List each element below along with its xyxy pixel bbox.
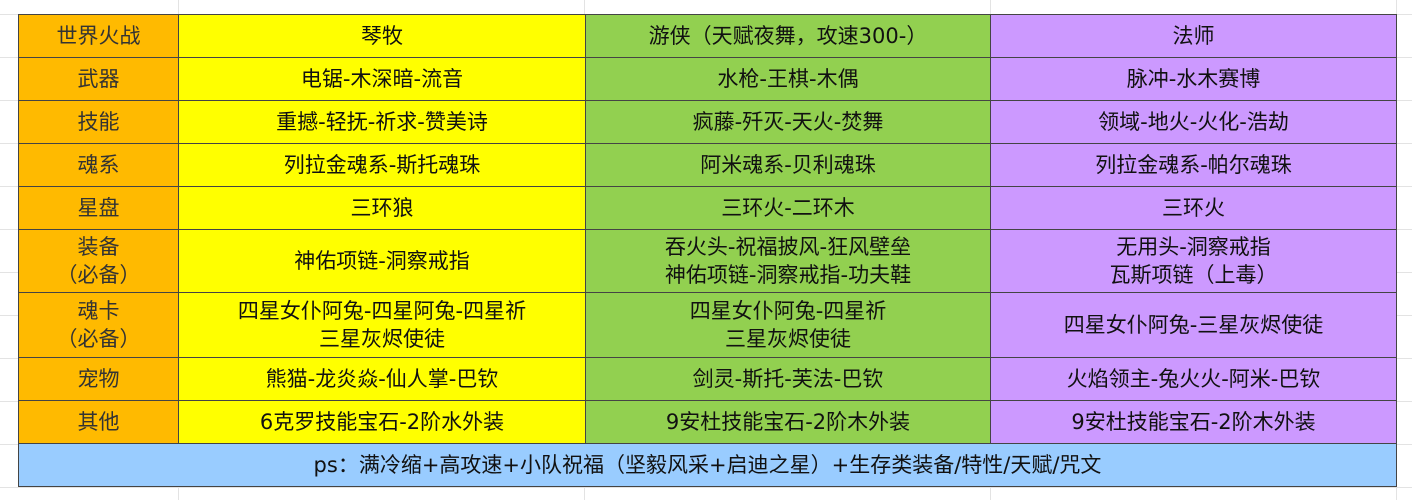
cell-fashi[interactable]: 三环火 [990, 186, 1397, 230]
header-cell-title[interactable]: 世界火战 [18, 14, 179, 58]
cell-youxia[interactable]: 剑灵-斯托-芙法-巴钦 [585, 357, 991, 401]
table-row: 魂系 列拉金魂系-斯托魂珠 阿米魂系-贝利魂珠 列拉金魂系-帕尔魂珠 [18, 143, 1397, 187]
cell-text: 其他 [77, 410, 120, 434]
row-label-cell[interactable]: 魂卡 （必备） [18, 292, 179, 358]
cell-youxia[interactable]: 9安杜技能宝石-2阶木外装 [585, 400, 991, 444]
cell-text: 魂卡 [77, 299, 120, 323]
cell-youxia[interactable]: 疯藤-歼灭-天火-焚舞 [585, 100, 991, 144]
cell-youxia[interactable]: 吞火头-祝福披风-狂风壁垒 神佑项链-洞察戒指-功夫鞋 [585, 229, 991, 293]
table-row: 技能 重撼-轻抚-祈求-赞美诗 疯藤-歼灭-天火-焚舞 领域-地火-火化-浩劫 [18, 100, 1397, 144]
row-label-cell[interactable]: 技能 [18, 100, 179, 144]
cell-text: 三星灰烬使徒 [319, 327, 445, 351]
cell-fashi[interactable]: 无用头-洞察戒指 瓦斯项链（上毒） [990, 229, 1397, 293]
cell-text: 9安杜技能宝石-2阶木外装 [1071, 410, 1316, 434]
cell-text: 装备 [77, 235, 120, 259]
row-label-cell[interactable]: 宠物 [18, 357, 179, 401]
cell-text: 无用头-洞察戒指 [1116, 235, 1271, 259]
cell-fashi[interactable]: 领域-地火-火化-浩劫 [990, 100, 1397, 144]
cell-qinmu[interactable]: 列拉金魂系-斯托魂珠 [178, 143, 586, 187]
cell-fashi[interactable]: 脉冲-水木赛博 [990, 57, 1397, 101]
cell-text: 9安杜技能宝石-2阶木外装 [665, 410, 911, 434]
row-label-cell[interactable]: 武器 [18, 57, 179, 101]
cell-text: 武器 [77, 67, 120, 91]
cell-qinmu[interactable]: 熊猫-龙炎焱-仙人掌-巴钦 [178, 357, 586, 401]
cell-text: 三环火 [1162, 196, 1225, 220]
cell-text: 疯藤-歼灭-天火-焚舞 [692, 110, 884, 134]
cell-text: 技能 [77, 110, 120, 134]
cell-text: 三环狼 [350, 196, 414, 220]
table-row: 其他 6克罗技能宝石-2阶水外装 9安杜技能宝石-2阶木外装 9安杜技能宝石-2阶木外… [18, 400, 1397, 444]
cell-text: 吞火头-祝福披风-狂风壁垒 [664, 235, 912, 259]
cell-youxia[interactable]: 阿米魂系-贝利魂珠 [585, 143, 991, 187]
cell-text: 三环火-二环木 [721, 196, 855, 220]
row-label-cell[interactable]: 星盘 [18, 186, 179, 230]
cell-text: 神佑项链-洞察戒指 [294, 249, 470, 273]
cell-text: 火焰领主-兔火火-阿米-巴钦 [1066, 367, 1321, 391]
table-row: 魂卡 （必备） 四星女仆阿兔-四星阿兔-四星祈 三星灰烬使徒 四星女仆阿兔-四星祈 三星灰… [18, 292, 1397, 358]
cell-text: 脉冲-水木赛博 [1126, 67, 1261, 91]
cell-text: 阿米魂系-贝利魂珠 [700, 153, 876, 177]
cell-text: 电锯-木深暗-流音 [300, 67, 464, 91]
cell-text: 6克罗技能宝石-2阶水外装 [259, 410, 505, 434]
cell-text: 领域-地火-火化-浩劫 [1098, 110, 1289, 134]
cell-youxia[interactable]: 三环火-二环木 [585, 186, 991, 230]
cell-text: 列拉金魂系-斯托魂珠 [283, 153, 481, 177]
header-row: 世界火战 琴牧 游侠（天赋夜舞，攻速300-） 法师 [18, 14, 1397, 58]
cell-qinmu[interactable]: 三环狼 [178, 186, 586, 230]
cell-text: 四星女仆阿兔-三星灰烬使徒 [1063, 313, 1324, 337]
cell-text: 三星灰烬使徒 [725, 327, 851, 351]
note-cell[interactable]: ps：满冷缩+高攻速+小队祝福（坚毅风采+启迪之星）+生存类装备/特性/天赋/咒… [18, 443, 1397, 487]
cell-text: 熊猫-龙炎焱-仙人掌-巴钦 [265, 367, 499, 391]
cell-fashi[interactable]: 列拉金魂系-帕尔魂珠 [990, 143, 1397, 187]
note-row: ps：满冷缩+高攻速+小队祝福（坚毅风采+启迪之星）+生存类装备/特性/天赋/咒… [18, 443, 1397, 487]
cell-youxia[interactable]: 水枪-王棋-木偶 [585, 57, 991, 101]
cell-qinmu[interactable]: 四星女仆阿兔-四星阿兔-四星祈 三星灰烬使徒 [178, 292, 586, 358]
cell-fashi[interactable]: 火焰领主-兔火火-阿米-巴钦 [990, 357, 1397, 401]
header-cell-fashi[interactable]: 法师 [990, 14, 1397, 58]
header-cell-youxia[interactable]: 游侠（天赋夜舞，攻速300-） [585, 14, 991, 58]
cell-fashi[interactable]: 四星女仆阿兔-三星灰烬使徒 [990, 292, 1397, 358]
cell-text: 星盘 [77, 196, 120, 220]
cell-text: 神佑项链-洞察戒指-功夫鞋 [664, 263, 912, 287]
cell-text: 重撼-轻抚-祈求-赞美诗 [276, 110, 488, 134]
cell-qinmu[interactable]: 神佑项链-洞察戒指 [178, 229, 586, 293]
cell-text: 四星女仆阿兔-四星祈 [689, 299, 887, 323]
cell-qinmu[interactable]: 电锯-木深暗-流音 [178, 57, 586, 101]
cell-text: （必备） [56, 327, 141, 351]
cell-youxia[interactable]: 四星女仆阿兔-四星祈 三星灰烬使徒 [585, 292, 991, 358]
table-row: 装备 （必备） 神佑项链-洞察戒指 吞火头-祝福披风-狂风壁垒 神佑项链-洞察戒指-功夫… [18, 229, 1397, 293]
cell-text: （必备） [56, 263, 141, 287]
cell-qinmu[interactable]: 重撼-轻抚-祈求-赞美诗 [178, 100, 586, 144]
cell-text: 瓦斯项链（上毒） [1109, 263, 1278, 287]
cell-qinmu[interactable]: 6克罗技能宝石-2阶水外装 [178, 400, 586, 444]
table-row: 武器 电锯-木深暗-流音 水枪-王棋-木偶 脉冲-水木赛博 [18, 57, 1397, 101]
row-label-cell[interactable]: 魂系 [18, 143, 179, 187]
cell-fashi[interactable]: 9安杜技能宝石-2阶木外装 [990, 400, 1397, 444]
cell-text: 四星女仆阿兔-四星阿兔-四星祈 [237, 299, 527, 323]
table-row: 宠物 熊猫-龙炎焱-仙人掌-巴钦 剑灵-斯托-芙法-巴钦 火焰领主-兔火火-阿米-巴钦 [18, 357, 1397, 401]
row-label-cell[interactable]: 装备 （必备） [18, 229, 179, 293]
cell-text: 宠物 [77, 367, 120, 391]
cell-text: 水枪-王棋-木偶 [717, 67, 859, 91]
table-row: 星盘 三环狼 三环火-二环木 三环火 [18, 186, 1397, 230]
row-label-cell[interactable]: 其他 [18, 400, 179, 444]
cell-text: 列拉金魂系-帕尔魂珠 [1095, 153, 1292, 177]
build-table: 世界火战 琴牧 游侠（天赋夜舞，攻速300-） 法师 武器 电锯-木深暗-流音 水枪… [18, 14, 1397, 487]
header-cell-qinmu[interactable]: 琴牧 [178, 14, 586, 58]
cell-text: 魂系 [77, 153, 120, 177]
cell-text: 剑灵-斯托-芙法-巴钦 [692, 367, 884, 391]
